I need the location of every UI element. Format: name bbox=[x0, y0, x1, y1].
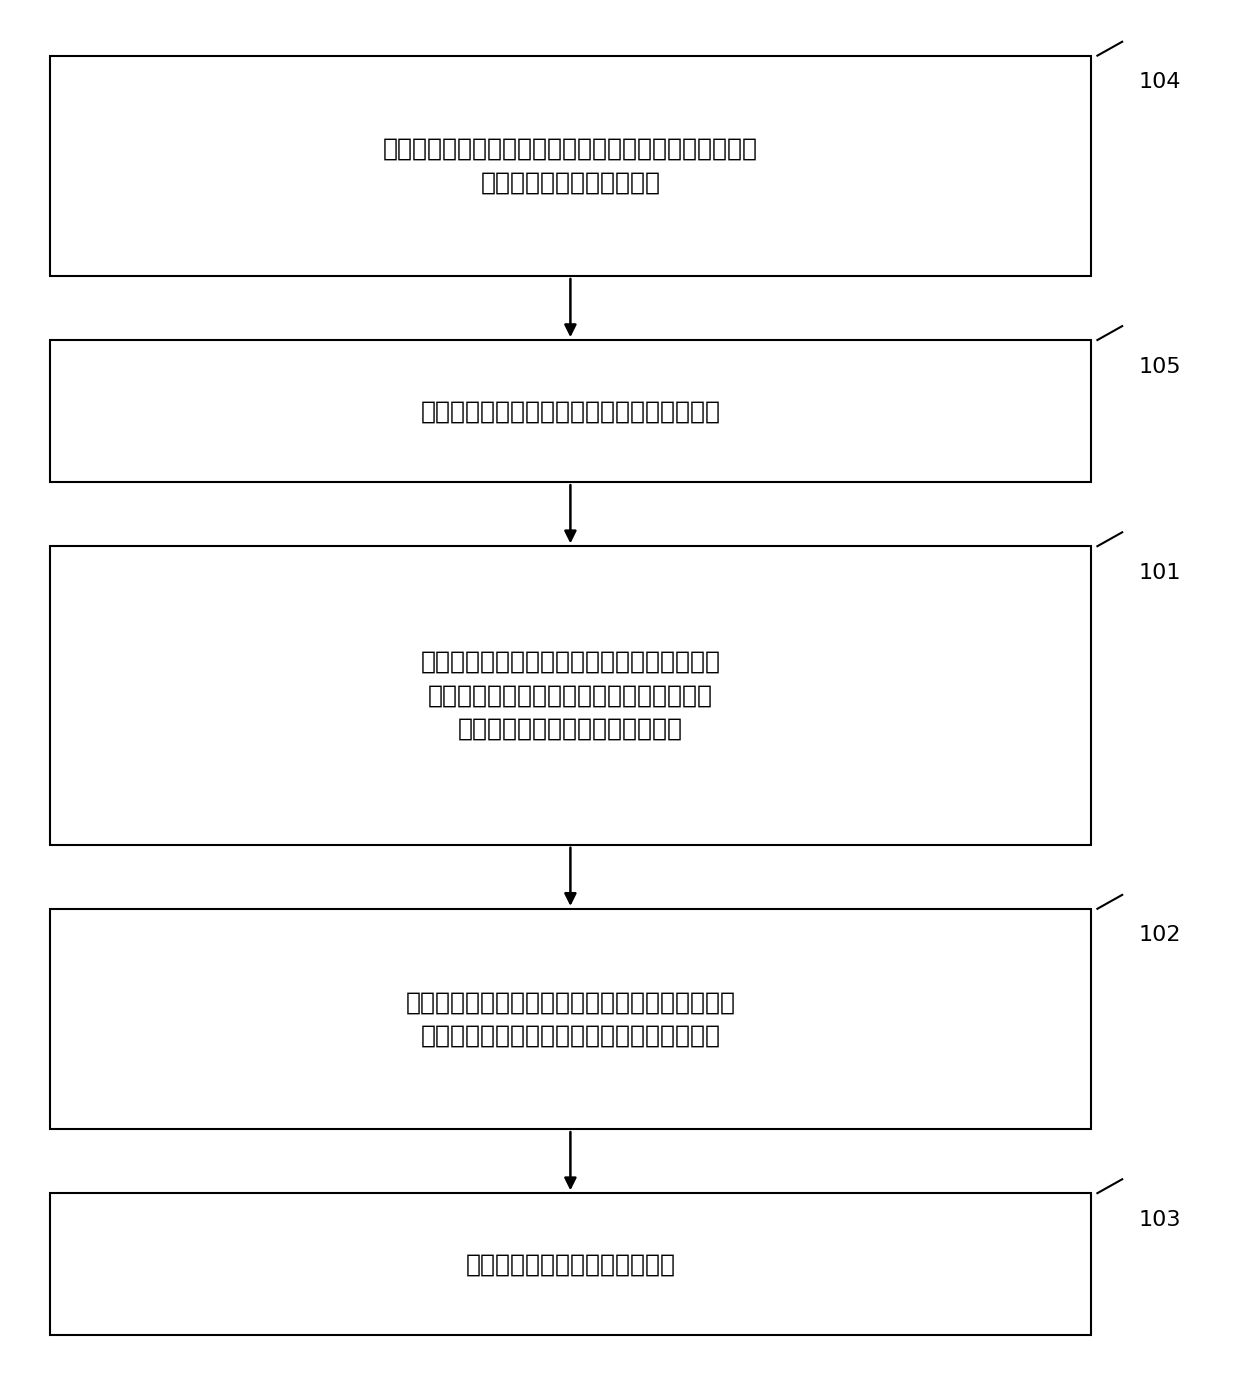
Text: 101: 101 bbox=[1138, 563, 1180, 583]
Text: 104: 104 bbox=[1138, 72, 1180, 92]
Text: 根据实时连接参数，判断是否已安装至终端中: 根据实时连接参数，判断是否已安装至终端中 bbox=[420, 399, 720, 423]
Text: 按照更新后的性能信息进行调试: 按照更新后的性能信息进行调试 bbox=[465, 1252, 676, 1277]
Text: 获取实时连接参数；其中，实时连接参数用于表征摄像头
模组与终端之间的连接状态: 获取实时连接参数；其中，实时连接参数用于表征摄像头 模组与终端之间的连接状态 bbox=[383, 138, 758, 195]
Text: 在判定已安装至终端之后，通过测试烧录模块
对摄像头模组中的霍尔元件进行性能检测，
获得霍尔元件对应的当前校准参数: 在判定已安装至终端之后，通过测试烧录模块 对摄像头模组中的霍尔元件进行性能检测，… bbox=[420, 650, 720, 741]
Text: 通过测试烧录模块对当前校准参数进行烧录处理，
以更新预存性能信息，获得更新后的性能信息: 通过测试烧录模块对当前校准参数进行烧录处理， 以更新预存性能信息，获得更新后的性… bbox=[405, 990, 735, 1047]
Text: 103: 103 bbox=[1138, 1210, 1180, 1230]
Text: 102: 102 bbox=[1138, 925, 1180, 946]
FancyBboxPatch shape bbox=[50, 56, 1091, 275]
Text: 105: 105 bbox=[1138, 356, 1180, 377]
FancyBboxPatch shape bbox=[50, 547, 1091, 844]
FancyBboxPatch shape bbox=[50, 1193, 1091, 1335]
FancyBboxPatch shape bbox=[50, 339, 1091, 483]
FancyBboxPatch shape bbox=[50, 908, 1091, 1129]
